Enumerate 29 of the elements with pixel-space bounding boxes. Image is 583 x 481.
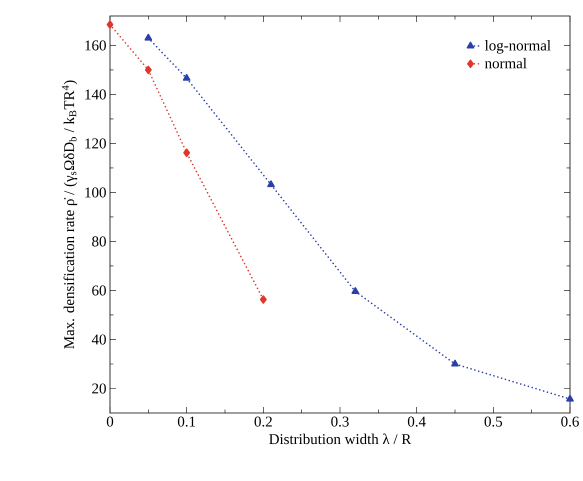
y-tick-label: 20 xyxy=(92,383,106,394)
x-tick-label: 0.6 xyxy=(561,416,579,427)
x-tick-label: 0 xyxy=(106,416,114,427)
legend-label: normal xyxy=(484,58,527,68)
x-axis-title: Distribution width λ / R xyxy=(269,434,412,444)
point xyxy=(352,287,360,294)
point xyxy=(260,295,267,304)
y-tick-label: 40 xyxy=(92,334,106,345)
y-tick-label: 140 xyxy=(85,89,106,100)
point xyxy=(566,394,574,402)
point xyxy=(267,180,275,188)
y-tick-label: 100 xyxy=(85,187,106,198)
x-tick-label: 0.3 xyxy=(331,416,349,427)
x-tick-label: 0.1 xyxy=(178,416,196,427)
point xyxy=(183,148,190,158)
x-tick-label: 0.2 xyxy=(254,416,272,427)
point xyxy=(106,20,114,29)
x-tick-label: 0.4 xyxy=(408,416,426,427)
point xyxy=(144,34,152,41)
point xyxy=(144,66,152,74)
text: Max. densification rate ρ̇ / (γ$_{s}$ΩδD$_{b}$ / k$_{B}$TR$^{4}$) xyxy=(62,80,78,349)
y-tick-label: 120 xyxy=(85,138,106,148)
point xyxy=(451,360,459,367)
point xyxy=(182,74,190,81)
x-tick-label: 0.5 xyxy=(484,416,502,427)
y-tick-label: 160 xyxy=(85,40,106,50)
y-tick-label: 60 xyxy=(92,285,106,296)
y-tick-label: 80 xyxy=(92,236,106,246)
legend-label: log-normal xyxy=(484,40,551,54)
